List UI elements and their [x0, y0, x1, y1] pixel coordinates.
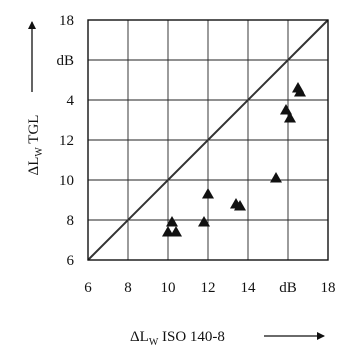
plot-border [87, 19, 329, 261]
data-point [270, 172, 282, 183]
y-axis-label: ΔLW TGL [26, 115, 45, 176]
svg-text:ΔLW ISO 140-8: ΔLW ISO 140-8 [130, 329, 225, 348]
y-tick-label: 4 [67, 93, 75, 109]
y-tick-labels: 6 8 10 12 4 dB 18 [56, 13, 74, 269]
data-point [280, 104, 292, 115]
data-point [170, 226, 182, 237]
y-axis-label-sub: W [34, 147, 45, 157]
data-point [166, 216, 178, 227]
y-tick-label: dB [56, 53, 74, 69]
x-axis-label-delta: ΔL [130, 329, 149, 345]
x-tick-labels: 6 8 10 12 14 dB 18 [84, 280, 335, 296]
y-tick-label: 6 [67, 253, 75, 269]
y-tick-label: 10 [59, 173, 74, 189]
data-point [162, 226, 174, 237]
data-points [162, 82, 306, 237]
x-axis-label: ΔLW ISO 140-8 [130, 329, 325, 348]
data-point [294, 86, 306, 97]
y-tick-label: 8 [67, 213, 75, 229]
x-tick-label: 12 [201, 280, 216, 296]
plot-frame [87, 19, 329, 261]
data-point [202, 188, 214, 199]
x-tick-label: 6 [84, 280, 92, 296]
y-tick-label: 18 [59, 13, 74, 29]
reference-line [87, 19, 329, 261]
x-tick-label: 18 [321, 280, 336, 296]
data-point [234, 200, 246, 211]
reference-line-group [87, 19, 329, 261]
x-axis-label-rest: ISO 140-8 [158, 329, 225, 345]
x-tick-label: 8 [124, 280, 132, 296]
data-point [198, 216, 210, 227]
y-tick-label: 12 [59, 133, 74, 149]
x-axis-label-sub: W [149, 337, 159, 348]
y-axis-label-delta: ΔL [26, 157, 42, 176]
y-axis-label-rest: TGL [26, 115, 42, 148]
data-point [284, 112, 296, 123]
svg-text:ΔLW TGL: ΔLW TGL [26, 115, 45, 176]
x-tick-label: dB [279, 280, 297, 296]
x-tick-label: 14 [241, 280, 257, 296]
x-tick-label: 10 [161, 280, 176, 296]
